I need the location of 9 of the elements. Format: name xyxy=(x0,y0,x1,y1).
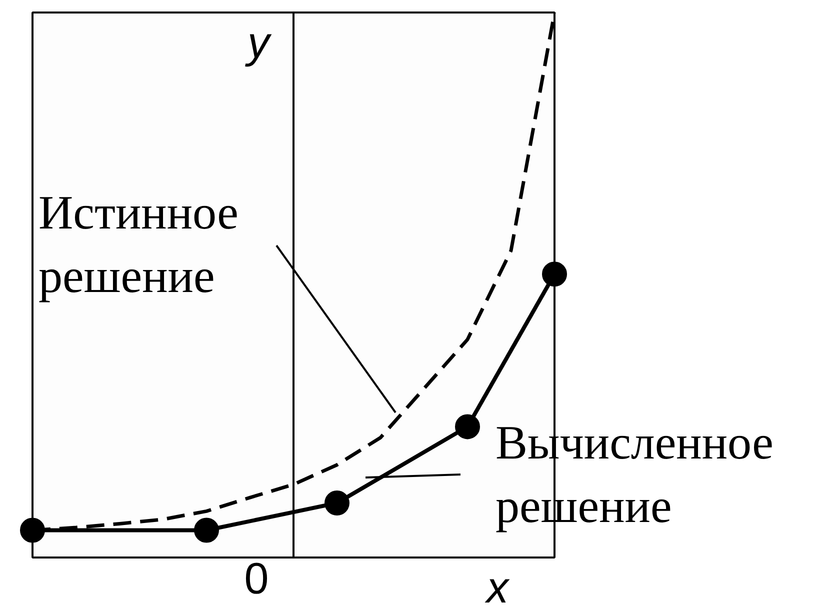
point xyxy=(542,262,567,287)
y-axis-title: y xyxy=(244,18,272,68)
point xyxy=(20,518,45,543)
x-axis-title: x xyxy=(484,564,510,612)
annotation: Истинное решение xyxy=(38,186,238,304)
annotation: 0 xyxy=(244,554,269,604)
point xyxy=(324,490,350,516)
point xyxy=(455,414,480,440)
point xyxy=(194,518,219,543)
